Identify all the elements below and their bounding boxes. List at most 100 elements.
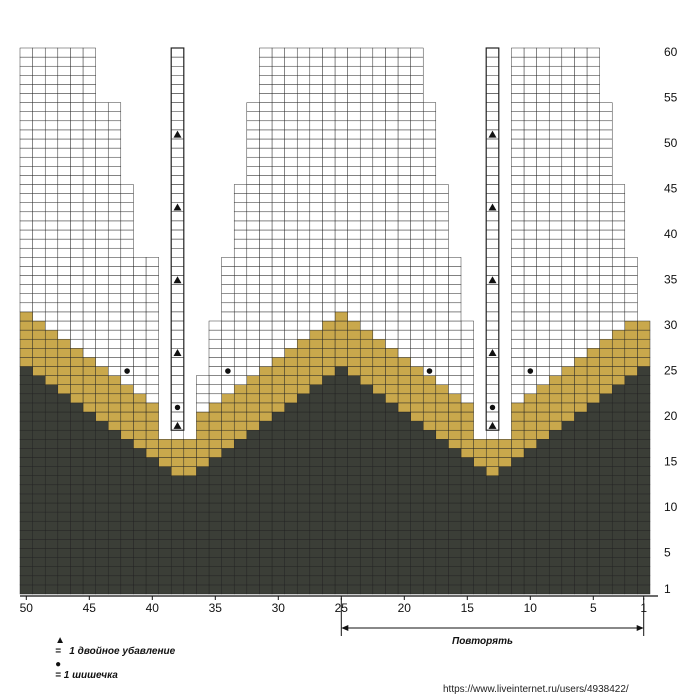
chart-cell	[334, 420, 348, 431]
chart-cell	[158, 548, 172, 558]
chart-cell	[221, 420, 235, 431]
chart-cell	[574, 75, 588, 85]
chart-cell	[422, 584, 437, 595]
chart-cell	[309, 156, 323, 167]
chart-cell	[95, 402, 109, 413]
chart-cell	[347, 138, 361, 149]
chart-cell	[460, 393, 474, 404]
row-label: 5	[664, 546, 671, 560]
chart-cell	[309, 202, 323, 213]
chart-cell	[611, 348, 626, 358]
chart-cell	[397, 138, 411, 149]
chart-cell	[385, 293, 399, 304]
chart-cell	[271, 238, 285, 249]
chart-cell	[561, 311, 575, 322]
chart-cell	[120, 329, 134, 340]
chart-cell	[536, 348, 550, 358]
chart-cell	[359, 302, 374, 313]
chart-cell	[145, 475, 159, 486]
chart-cell	[347, 530, 361, 540]
chart-cell	[460, 348, 474, 358]
chart-cell	[586, 193, 600, 203]
chart-cell	[637, 402, 651, 413]
chart-cell	[410, 257, 424, 267]
chart-cell	[611, 511, 626, 522]
chart-cell	[536, 384, 550, 395]
chart-cell	[82, 439, 96, 449]
chart-cell	[448, 439, 462, 449]
chart-cell	[586, 247, 600, 258]
chart-cell	[624, 420, 638, 431]
chart-cell	[70, 102, 84, 112]
chart-cell	[246, 429, 260, 440]
chart-cell	[19, 557, 33, 567]
chart-cell	[422, 557, 437, 567]
chart-cell	[133, 338, 147, 349]
chart-cell	[586, 548, 600, 558]
chart-cell	[246, 557, 260, 567]
chart-cell	[271, 93, 285, 103]
chart-cell	[95, 411, 109, 422]
chart-cell	[498, 575, 512, 586]
chart-cell	[624, 548, 638, 558]
chart-cell	[574, 166, 588, 176]
chart-cell	[561, 284, 575, 294]
chart-cell	[158, 575, 172, 586]
chart-cell	[536, 257, 550, 267]
chart-cell	[120, 211, 134, 222]
chart-cell	[95, 530, 109, 540]
chart-cell	[536, 202, 550, 213]
chart-cell	[511, 220, 525, 231]
chart-cell	[448, 348, 462, 358]
chart-cell	[57, 357, 71, 367]
chart-cell	[95, 329, 109, 340]
chart-cell	[82, 102, 96, 112]
chart-cell	[410, 448, 424, 458]
chart-cell	[359, 420, 374, 431]
chart-cell	[322, 348, 336, 358]
chart-cell	[523, 247, 537, 258]
chart-cell	[44, 466, 59, 476]
chart-cell	[246, 457, 260, 467]
chart-cell	[296, 293, 311, 304]
chart-cell	[107, 420, 122, 431]
chart-cell	[322, 211, 336, 222]
chart-cell	[246, 366, 260, 376]
chart-cell	[523, 293, 537, 304]
chart-cell	[208, 548, 222, 558]
chart-cell	[57, 229, 71, 240]
chart-cell	[511, 302, 525, 313]
chart-cell	[57, 348, 71, 358]
chart-cell	[334, 493, 348, 504]
chart-cell	[422, 166, 437, 176]
chart-cell	[120, 420, 134, 431]
chart-cell	[196, 493, 210, 504]
chart-cell	[208, 320, 222, 331]
chart-cell	[82, 366, 96, 376]
chart-cell	[271, 429, 285, 440]
chart-cell	[372, 293, 386, 304]
chart-cell	[246, 393, 260, 404]
chart-cell	[334, 211, 348, 222]
chart-cell	[561, 65, 575, 76]
chart-cell	[523, 384, 537, 395]
chart-cell	[70, 84, 84, 94]
chart-cell	[44, 175, 59, 185]
chart-cell	[624, 466, 638, 476]
chart-cell	[347, 275, 361, 285]
chart-cell	[82, 448, 96, 458]
chart-cell	[511, 47, 525, 58]
chart-cell	[435, 566, 449, 577]
chart-cell	[410, 357, 424, 367]
chart-cell	[70, 284, 84, 294]
chart-cell	[259, 56, 273, 67]
chart-cell	[460, 429, 474, 440]
chart-cell	[397, 384, 411, 395]
chart-cell	[44, 484, 59, 495]
chart-cell	[32, 184, 46, 194]
chart-cell	[372, 439, 386, 449]
chart-cell	[145, 375, 159, 385]
chart-cell	[296, 166, 311, 176]
chart-cell	[561, 439, 575, 449]
